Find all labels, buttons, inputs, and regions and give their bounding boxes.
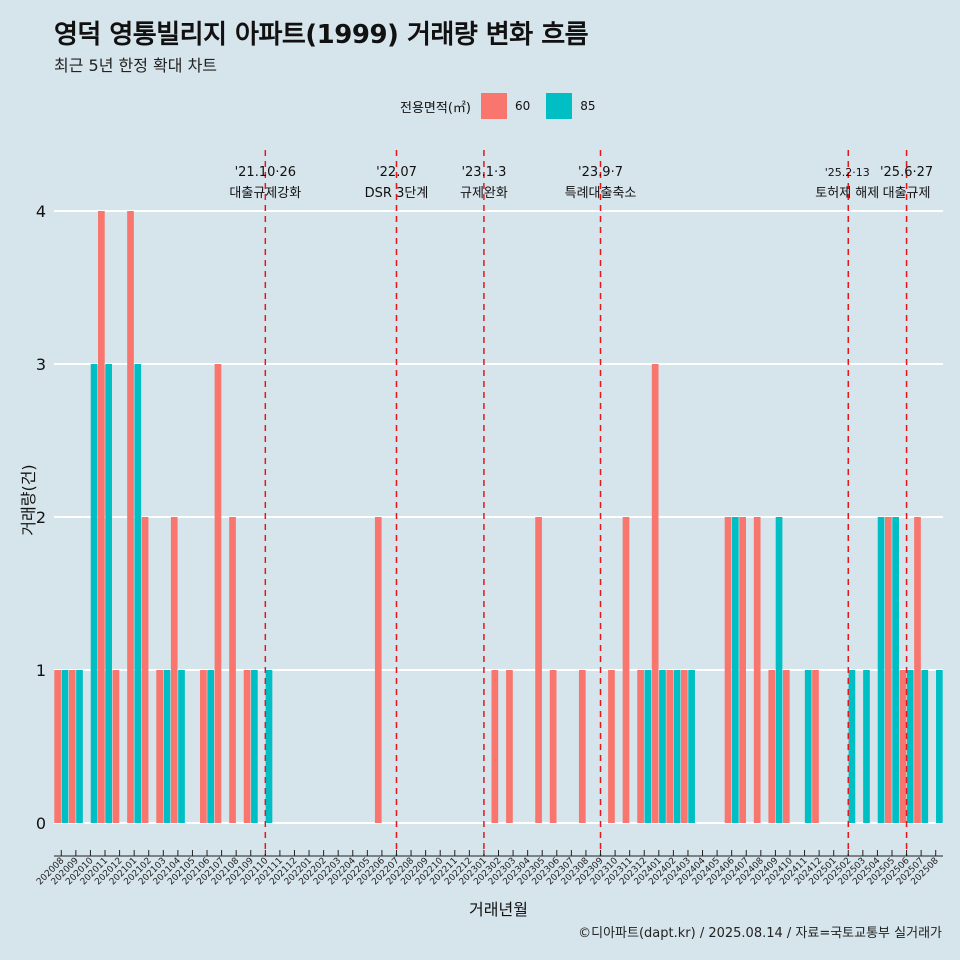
bar-60-202408	[753, 517, 761, 823]
legend: 전용면적(㎡) 60 85	[400, 93, 596, 119]
bar-85-202101	[134, 364, 142, 823]
bar-85-202411	[804, 670, 812, 823]
legend-label-60: 60	[514, 99, 531, 113]
y-tick-label: 0	[36, 814, 46, 833]
bar-60-202107	[214, 364, 222, 823]
bar-60-202407	[739, 517, 746, 823]
bar-85-202502	[848, 670, 856, 823]
event-name-label: 토허제 해제	[815, 186, 879, 201]
bar-60-202305	[535, 517, 542, 823]
legend-swatch-60	[480, 93, 507, 119]
event-date-label: '22.07	[376, 165, 417, 180]
bar-85-202109	[251, 670, 258, 823]
bar-60-202505	[885, 517, 892, 823]
bar-60-202311	[622, 517, 630, 823]
bar-60-202303	[506, 670, 513, 823]
event-date-label: '25.6·27	[880, 165, 933, 180]
bars	[54, 211, 943, 823]
chart-title: 영덕 영통빌리지 아파트(1999) 거래량 변화 흐름	[54, 20, 589, 50]
bar-85-202504	[877, 517, 885, 823]
legend-label-85: 85	[580, 99, 596, 113]
bar-60-202308	[578, 670, 586, 823]
bar-60-202507	[914, 517, 921, 823]
bar-85-202503	[863, 670, 870, 823]
bar-85-202009	[76, 670, 83, 823]
bar-60-202008	[54, 670, 61, 823]
bar-85-202011	[105, 364, 112, 823]
bar-85-202406	[731, 517, 739, 823]
bar-60-202104	[170, 517, 178, 823]
bar-60-202403	[680, 670, 688, 823]
event-markers: '21.10·26 대출규제강화 '22.07 DSR 3단계 '23.1·3 규제완화 '…	[229, 150, 933, 856]
bar-60-202412	[812, 670, 819, 823]
bar-60-202102	[141, 517, 149, 823]
bar-60-202012	[112, 670, 120, 823]
legend-swatch-85	[546, 93, 573, 119]
y-tick-label: 1	[36, 661, 46, 680]
bar-60-202310	[608, 670, 615, 823]
y-axis-title: 거래량(건)	[19, 464, 38, 535]
event-date-label: '21.10·26	[235, 165, 296, 180]
bar-85-202508	[936, 670, 943, 823]
bar-60-202011	[98, 211, 105, 823]
chart-subtitle: 최근 5년 한정 확대 차트	[54, 56, 218, 75]
bar-60-202401	[651, 364, 659, 823]
bar-85-202507	[921, 670, 929, 823]
bar-85-202010	[90, 364, 98, 823]
bar-85-202103	[163, 670, 171, 823]
bar-60-202506	[899, 670, 907, 823]
bar-85-202312	[644, 670, 652, 823]
bar-85-202106	[207, 670, 215, 823]
bar-60-202109	[243, 670, 251, 823]
bar-85-202104	[178, 670, 185, 823]
event-name-label: 대출규제	[883, 186, 931, 201]
bar-85-202505	[892, 517, 899, 823]
bar-60-202103	[156, 670, 164, 823]
bar-85-202506	[906, 670, 914, 823]
event-date-label: '25.2·13	[825, 166, 870, 179]
bar-60-202409	[768, 670, 776, 823]
legend-title: 전용면적(㎡)	[400, 100, 471, 116]
bar-85-202409	[775, 517, 783, 823]
x-axis-title: 거래년월	[469, 900, 528, 919]
event-name-label: 규제완화	[460, 186, 508, 201]
bar-60-202108	[229, 517, 236, 823]
source-footer: ©디아파트(dapt.kr) / 2025.08.14 / 자료=국토교통부 실…	[578, 926, 942, 941]
bar-85-202403	[688, 670, 695, 823]
event-name-label: DSR 3단계	[365, 186, 429, 201]
event-name-label: 특례대출축소	[565, 186, 637, 201]
bar-60-202406	[724, 517, 732, 823]
bar-60-202402	[666, 670, 674, 823]
bar-60-202206	[374, 517, 382, 823]
y-tick-label: 4	[36, 202, 46, 221]
bar-60-202106	[200, 670, 207, 823]
bar-60-202306	[549, 670, 557, 823]
bar-85-202008	[61, 670, 69, 823]
bar-85-202402	[673, 670, 681, 823]
bar-60-202009	[68, 670, 76, 823]
event-name-label: 대출규제강화	[229, 186, 301, 201]
y-tick-label: 3	[36, 355, 46, 374]
bar-60-202302	[491, 670, 499, 823]
bar-85-202110	[265, 670, 273, 823]
bar-60-202410	[782, 670, 790, 823]
y-tick-label: 2	[36, 508, 46, 527]
bar-60-202312	[637, 670, 644, 823]
event-date-label: '23.9·7	[578, 165, 623, 180]
bar-85-202401	[659, 670, 666, 823]
bar-60-202101	[127, 211, 134, 823]
event-date-label: '23.1·3	[461, 165, 506, 180]
